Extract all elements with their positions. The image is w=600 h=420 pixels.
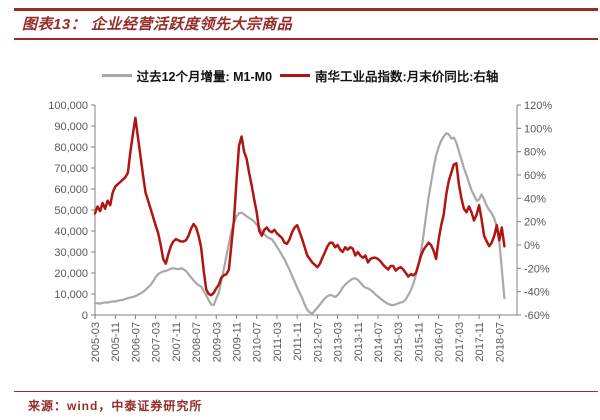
- legend-item-nanhua: 南华工业品指数:月末价同比:右轴: [280, 66, 498, 85]
- left-axis-label: 30,000: [54, 247, 88, 259]
- gray-line-swatch-icon: [101, 74, 132, 77]
- x-axis-label: 2011-03: [272, 322, 284, 362]
- right-axis-label: 40%: [524, 193, 546, 205]
- right-axis-label: 80%: [524, 147, 546, 159]
- left-axis-label: 80,000: [54, 142, 88, 154]
- x-axis-label: 2009-11: [232, 322, 244, 362]
- left-axis-label: 60,000: [54, 184, 88, 196]
- x-axis-label: 2011-11: [292, 322, 304, 361]
- x-axis-label: 2018-07: [494, 322, 506, 362]
- right-axis-label: 120%: [524, 100, 552, 112]
- x-axis-label: 2015-11: [413, 322, 425, 362]
- chart-legend: 过去12个月增量: M1-M0 南华工业品指数:月末价同比:右轴: [0, 66, 600, 85]
- right-axis-label: 20%: [524, 217, 546, 229]
- x-axis-label: 2005-03: [90, 322, 102, 362]
- x-axis-label: 2010-07: [252, 322, 264, 362]
- left-axis-label: 40,000: [54, 226, 88, 238]
- x-axis-label: 2005-11: [110, 322, 122, 362]
- x-axis-label: 2012-07: [312, 322, 324, 362]
- right-axis-label: -40%: [524, 287, 550, 299]
- legend-label-nanhua: 南华工业品指数:月末价同比:右轴: [315, 70, 499, 84]
- right-axis-label: -60%: [524, 310, 550, 322]
- x-axis-label: 2009-03: [211, 322, 223, 362]
- x-axis-label: 2017-11: [474, 322, 486, 362]
- legend-item-m1m0: 过去12个月增量: M1-M0: [101, 66, 273, 85]
- left-axis-label: 10,000: [54, 289, 88, 301]
- x-axis-label: 2013-11: [353, 322, 365, 362]
- right-axis-label: 60%: [524, 170, 546, 182]
- x-axis-label: 2016-07: [434, 322, 446, 362]
- x-axis-label: 2006-07: [130, 322, 142, 362]
- right-axis-label: -20%: [524, 263, 550, 275]
- right-axis-label: 100%: [524, 123, 552, 135]
- x-axis-label: 2014-07: [373, 322, 385, 362]
- x-axis-label: 2008-07: [191, 322, 203, 362]
- right-axis-label: 0%: [524, 240, 540, 252]
- left-axis-label: 90,000: [54, 121, 88, 133]
- x-axis-label: 2017-03: [454, 322, 466, 362]
- left-axis-label: 70,000: [54, 163, 88, 175]
- x-axis-label: 2007-03: [151, 322, 163, 362]
- red-line-swatch-icon: [280, 74, 311, 77]
- title-divider: [14, 38, 598, 40]
- x-axis-label: 2015-03: [393, 322, 405, 362]
- x-axis-label: 2013-03: [333, 322, 345, 362]
- source-note: 来源：wind，中泰证券研究所: [28, 399, 203, 413]
- left-axis-label: 50,000: [54, 205, 88, 217]
- top-divider: [14, 8, 598, 11]
- x-axis-label: 2007-11: [171, 322, 183, 362]
- series-line-nanhua: [93, 116, 506, 297]
- footer-divider: [14, 391, 598, 392]
- legend-label-m1m0: 过去12个月增量: M1-M0: [136, 70, 273, 84]
- left-axis-label: 0: [82, 310, 88, 322]
- left-axis-label: 100,000: [48, 100, 88, 112]
- series-line-m1m0: [93, 132, 506, 315]
- left-axis-label: 20,000: [54, 268, 88, 280]
- chart-title: 图表13： 企业经营活跃度领先大宗商品: [22, 16, 293, 33]
